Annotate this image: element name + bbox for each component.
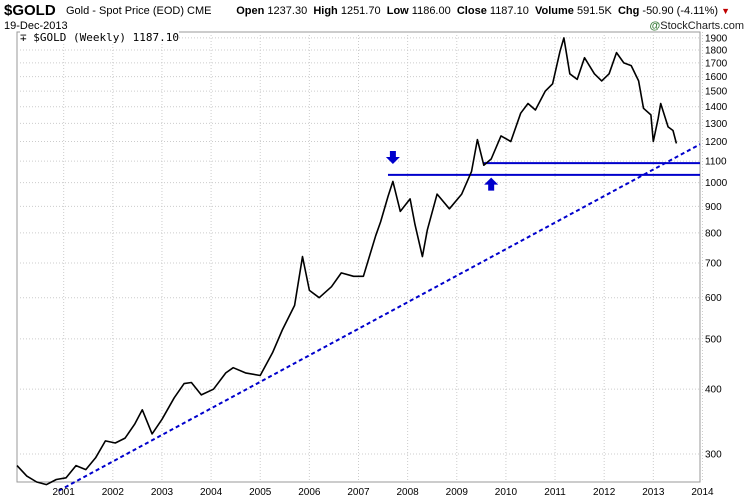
low-label: Low bbox=[386, 5, 409, 17]
x-tick-2009: 2009 bbox=[446, 487, 469, 498]
arrow-annotations bbox=[385, 151, 499, 191]
y-tick-900: 900 bbox=[705, 202, 722, 213]
chart-legend: ∓ $GOLD (Weekly) 1187.10 bbox=[20, 31, 179, 44]
volume-value: 591.5K bbox=[576, 5, 612, 17]
y-tick-300: 300 bbox=[705, 450, 722, 461]
volume-label: Volume bbox=[534, 5, 574, 17]
down-arrow-icon-0 bbox=[385, 151, 400, 165]
x-tick-2003: 2003 bbox=[151, 487, 174, 498]
chg-value: -50.90 (-4.11%) bbox=[642, 5, 719, 17]
x-tick-2006: 2006 bbox=[298, 487, 321, 498]
close-label: Close bbox=[456, 5, 487, 17]
legend-text: $GOLD (Weekly) 1187.10 bbox=[33, 31, 179, 44]
x-tick-2005: 2005 bbox=[249, 487, 272, 498]
x-tick-2002: 2002 bbox=[102, 487, 125, 498]
y-tick-1900: 1900 bbox=[705, 33, 728, 44]
stockcharts-brand[interactable]: @StockCharts.com bbox=[650, 20, 744, 32]
open-label: Open bbox=[236, 5, 265, 17]
y-tick-500: 500 bbox=[705, 334, 722, 345]
y-tick-1500: 1500 bbox=[705, 87, 728, 98]
y-tick-700: 700 bbox=[705, 258, 722, 269]
brand-logo-icon: @ bbox=[649, 20, 661, 32]
x-tick-2008: 2008 bbox=[397, 487, 420, 498]
trendline bbox=[58, 143, 701, 492]
y-tick-400: 400 bbox=[705, 385, 722, 396]
symbol-description: Gold - Spot Price (EOD) CME bbox=[66, 5, 212, 17]
high-value: 1251.70 bbox=[340, 5, 381, 17]
down-arrow-icon: ▼ bbox=[721, 6, 730, 16]
y-tick-1200: 1200 bbox=[705, 137, 728, 148]
brand-text: StockCharts.com bbox=[660, 20, 744, 32]
y-tick-1000: 1000 bbox=[705, 178, 728, 189]
exchange-text: CME bbox=[187, 5, 212, 17]
y-axis-ticks: 300 400 500 600 700 800 900 1000 1100 1200 1300 140… bbox=[705, 33, 728, 460]
low-value: 1186.00 bbox=[411, 5, 451, 17]
price-series-line bbox=[16, 37, 678, 486]
symbol-title: $GOLD bbox=[4, 2, 56, 19]
x-tick-2004: 2004 bbox=[200, 487, 223, 498]
y-tick-1700: 1700 bbox=[705, 58, 728, 69]
close-value: 1187.10 bbox=[489, 5, 529, 17]
x-tick-2001: 2001 bbox=[53, 487, 76, 498]
legend-icon: ∓ bbox=[20, 31, 27, 44]
description-text: Gold - Spot Price (EOD) bbox=[66, 5, 184, 17]
open-value: 1237.30 bbox=[267, 5, 308, 17]
y-tick-800: 800 bbox=[705, 228, 722, 239]
x-tick-2010: 2010 bbox=[495, 487, 518, 498]
x-tick-2011: 2011 bbox=[544, 487, 566, 498]
y-tick-600: 600 bbox=[705, 293, 722, 304]
x-axis-ticks: 2001 2002 2003 2004 2005 2006 2007 2008 2009 2010… bbox=[53, 487, 714, 498]
x-tick-2014: 2014 bbox=[691, 487, 714, 498]
y-tick-1400: 1400 bbox=[705, 102, 728, 113]
chg-label: Chg bbox=[617, 5, 640, 17]
high-label: High bbox=[313, 5, 338, 17]
x-tick-2013: 2013 bbox=[642, 487, 665, 498]
y-tick-1300: 1300 bbox=[705, 119, 728, 130]
x-gridlines bbox=[63, 32, 703, 482]
x-tick-2007: 2007 bbox=[347, 487, 370, 498]
y-tick-1800: 1800 bbox=[705, 46, 728, 57]
quote-date: 19-Dec-2013 bbox=[4, 20, 68, 32]
y-tick-1100: 1100 bbox=[705, 157, 727, 168]
up-arrow-icon-1 bbox=[484, 177, 499, 191]
x-tick-2012: 2012 bbox=[593, 487, 616, 498]
quote-summary: Open 1237.30 High 1251.70 Low 1186.00 Cl… bbox=[236, 5, 730, 17]
y-tick-1600: 1600 bbox=[705, 72, 728, 83]
